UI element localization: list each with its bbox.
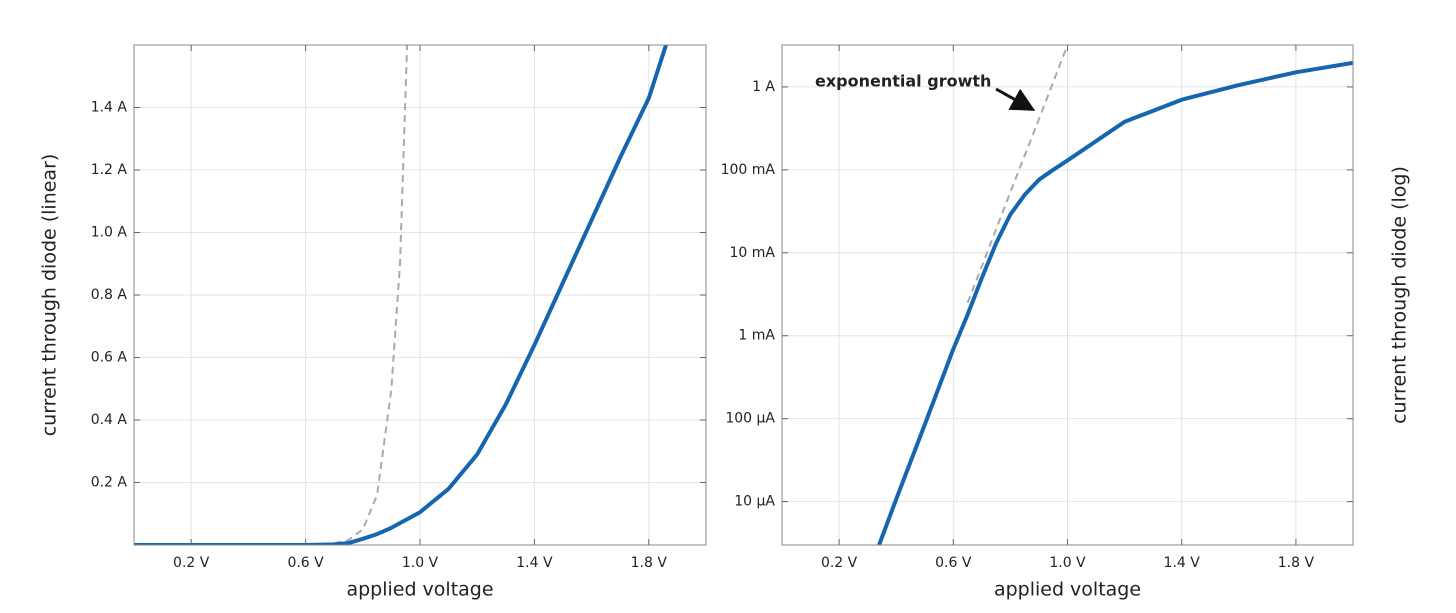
x-tick-label: 1.4 V — [516, 555, 553, 571]
x-tick-label: 1.4 V — [1164, 555, 1201, 571]
y-tick-label: 1 mA — [738, 328, 775, 344]
y-tick-label: 1 A — [752, 79, 775, 95]
x-tick-label: 1.0 V — [402, 555, 439, 571]
y-tick-label: 0.4 A — [91, 412, 128, 428]
series-group — [877, 45, 1353, 545]
x-axis-label: applied voltage — [346, 579, 493, 601]
x-tick-label: 0.2 V — [173, 555, 210, 571]
x-axis-label: applied voltage — [994, 579, 1141, 601]
annotation-arrow — [995, 87, 1036, 111]
y-tick-label: 100 µA — [725, 411, 775, 427]
x-tick-label: 1.8 V — [631, 555, 668, 571]
annotation: exponential growth — [815, 72, 991, 91]
panel: 0.2 V 0.6 V 1.0 V 1.4 V 1.8 V 10 µA 100 µA 1 mA… — [721, 44, 1411, 601]
y-tick-label: 1.4 A — [91, 100, 128, 116]
line — [877, 60, 1353, 545]
x-tick-label: 0.6 V — [287, 555, 324, 571]
y-tick-label: 1.0 A — [91, 225, 128, 241]
y-tick-label: 1.2 A — [91, 162, 128, 178]
y-tick-label: 100 mA — [721, 162, 776, 178]
dashed-line — [333, 45, 409, 545]
dashed-line — [966, 45, 1069, 304]
y-tick-label: 0.8 A — [91, 287, 128, 303]
y-axis-label: current through diode (log) — [1389, 166, 1411, 424]
x-tick-label: 1.8 V — [1278, 555, 1315, 571]
panel: 0.2 V 0.6 V 1.0 V 1.4 V 1.8 V 0.2 A 0.4 A 0.6 A… — [39, 44, 707, 601]
y-tick-label: 10 mA — [730, 245, 776, 261]
x-tick-label: 0.6 V — [935, 555, 972, 571]
panels: 0.2 V 0.6 V 1.0 V 1.4 V 1.8 V 0.2 A 0.4 A 0.6 A… — [39, 44, 1411, 601]
y-tick-label: 10 µA — [734, 494, 775, 510]
y-tick-label: 0.2 A — [91, 475, 128, 491]
x-tick-label: 1.0 V — [1049, 555, 1086, 571]
y-tick-label: 0.6 A — [91, 350, 128, 366]
y-axis-label: current through diode (linear) — [39, 154, 61, 437]
x-tick-label: 0.2 V — [821, 555, 858, 571]
